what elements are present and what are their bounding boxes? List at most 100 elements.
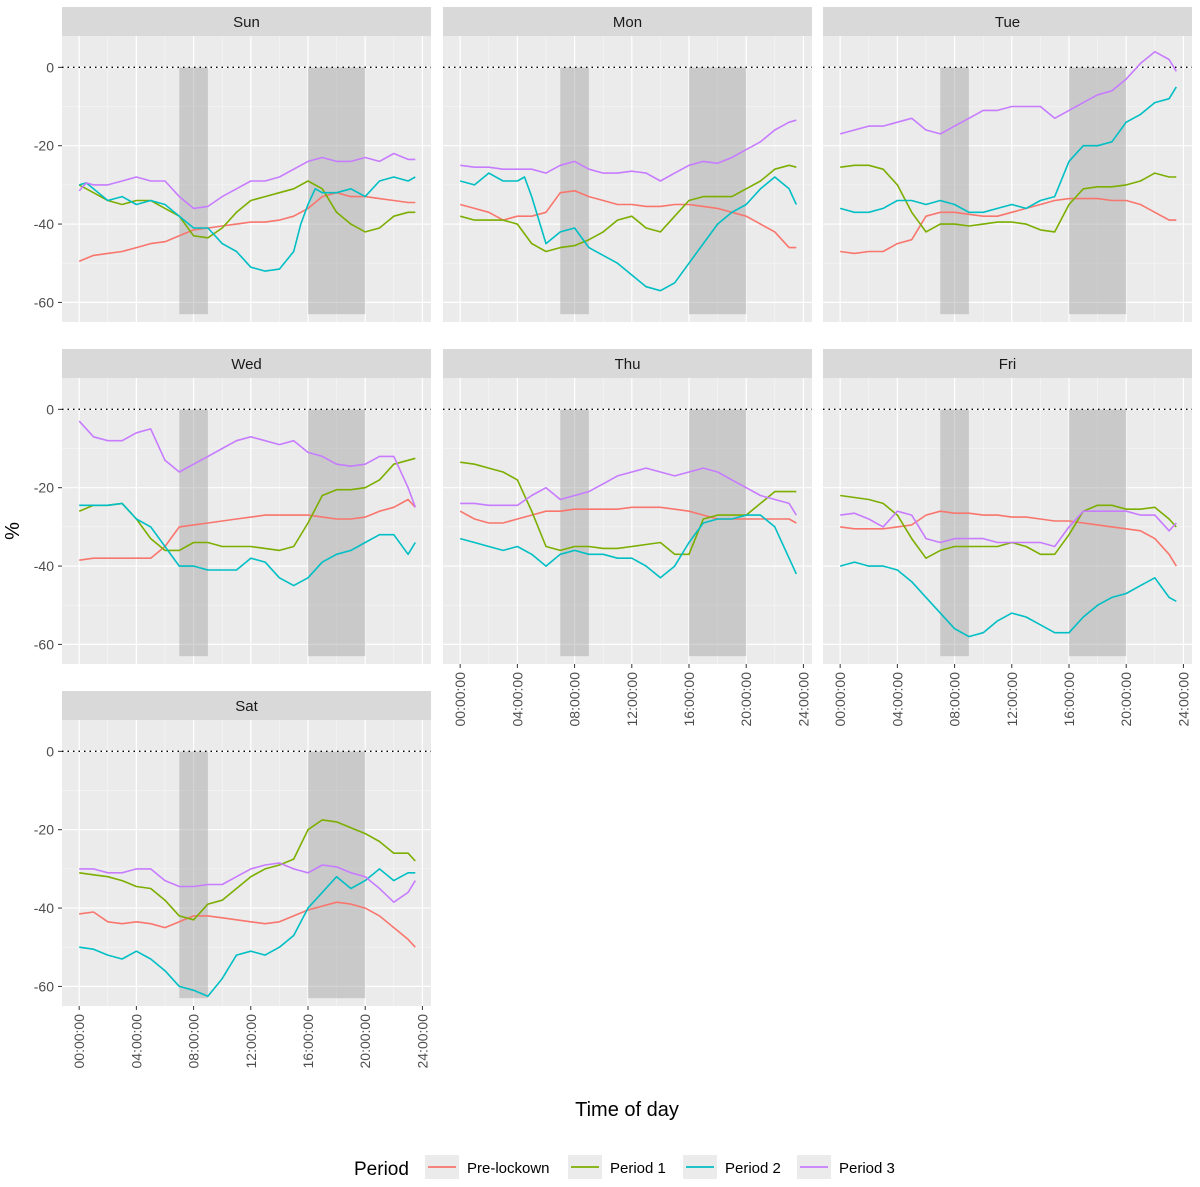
shaded-time-range xyxy=(179,67,208,315)
panel-tue: Tue xyxy=(823,7,1192,322)
panel-wed: Wed 0 -20 -40 -60 xyxy=(34,349,431,664)
y-tick-label: -20 xyxy=(34,480,54,496)
x-tick-label: 24:00:00 xyxy=(414,1014,430,1069)
y-tick-label: -60 xyxy=(34,636,54,652)
panel-background xyxy=(823,378,1192,664)
shaded-time-range xyxy=(308,409,366,657)
series-line-pre-lockown xyxy=(79,498,416,561)
x-tick-label: 12:00:00 xyxy=(624,672,640,727)
panel-strip-label: Thu xyxy=(615,356,641,373)
panel-background xyxy=(62,378,431,664)
panel-strip xyxy=(62,349,431,378)
panel-strip-label: Fri xyxy=(999,356,1017,373)
panel-background xyxy=(823,36,1192,322)
x-tick-label: 12:00:00 xyxy=(243,1014,259,1069)
panel-strip xyxy=(823,7,1192,36)
panel-strip-label: Sat xyxy=(235,698,258,715)
x-tick-label: 04:00:00 xyxy=(889,672,905,727)
series-line-period-1 xyxy=(840,164,1177,233)
legend-title: Period xyxy=(354,1159,409,1180)
shaded-time-range xyxy=(940,67,969,315)
legend-item-period-1: Period 1 xyxy=(568,1155,666,1179)
legend-label: Pre-lockown xyxy=(467,1160,550,1177)
x-tick-label: 00:00:00 xyxy=(452,672,468,727)
x-tick-label: 04:00:00 xyxy=(128,1014,144,1069)
series-line-pre-lockown xyxy=(840,510,1177,567)
series-line-period-3 xyxy=(840,510,1177,548)
series-line-period-2 xyxy=(459,172,798,292)
series-line-period-3 xyxy=(78,420,417,508)
legend-label: Period 3 xyxy=(839,1160,895,1177)
panel-background xyxy=(443,378,812,664)
series-line-pre-lockown xyxy=(79,901,416,948)
shaded-time-range xyxy=(179,409,208,657)
panel-fri: Fri 00:00:00 04:00:00 08:00:00 12:00:00 16:00… xyxy=(823,349,1192,727)
x-tick-label: 12:00:00 xyxy=(1004,672,1020,727)
panel-strip xyxy=(443,349,812,378)
y-tick-label: -40 xyxy=(34,216,54,232)
panel-strip xyxy=(823,349,1192,378)
series-line-pre-lockown xyxy=(840,197,1177,255)
series-line-pre-lockown xyxy=(459,506,797,524)
panel-strip xyxy=(62,691,431,720)
legend-item-pre-lockown: Pre-lockown xyxy=(425,1155,550,1179)
legend-item-period-2: Period 2 xyxy=(683,1155,781,1179)
x-tick-label: 16:00:00 xyxy=(300,1014,316,1069)
x-tick-label: 16:00:00 xyxy=(1061,672,1077,727)
shaded-time-range xyxy=(560,409,589,657)
x-tick-label: 24:00:00 xyxy=(1175,672,1191,727)
x-tick-label: 04:00:00 xyxy=(509,672,525,727)
y-tick-label: 0 xyxy=(46,59,54,75)
series-line-period-1 xyxy=(79,819,416,921)
series-line-period-3 xyxy=(839,50,1177,135)
panel-background xyxy=(62,720,431,1006)
panel-background xyxy=(62,36,431,322)
x-tick-label: 20:00:00 xyxy=(357,1014,373,1069)
series-line-period-3 xyxy=(79,862,416,903)
x-tick-label: 00:00:00 xyxy=(832,672,848,727)
series-line-period-2 xyxy=(839,86,1177,214)
x-tick-label: 20:00:00 xyxy=(738,672,754,727)
series-line-period-1 xyxy=(78,180,416,239)
legend-label: Period 1 xyxy=(610,1160,666,1177)
x-tick-label: 08:00:00 xyxy=(186,1014,202,1069)
panel-strip-label: Mon xyxy=(613,14,642,31)
panel-strip-label: Wed xyxy=(231,356,262,373)
shaded-time-range xyxy=(1069,67,1127,315)
y-tick-label: -60 xyxy=(34,978,54,994)
legend-label: Period 2 xyxy=(725,1160,781,1177)
y-tick-label: -20 xyxy=(34,138,54,154)
y-tick-label: -40 xyxy=(34,900,54,916)
panel-strip xyxy=(62,7,431,36)
shaded-time-range xyxy=(940,409,969,657)
panel-thu: Thu 00:00:00 04:00:00 08:00:00 12:00:00 16:00… xyxy=(443,349,812,727)
series-line-period-2 xyxy=(839,561,1177,638)
series-line-period-3 xyxy=(460,467,797,516)
series-line-period-1 xyxy=(459,164,797,253)
series-line-period-2 xyxy=(459,514,798,579)
x-tick-label: 24:00:00 xyxy=(795,672,811,727)
panel-strip-label: Tue xyxy=(995,14,1020,31)
x-tick-label: 00:00:00 xyxy=(71,1014,87,1069)
y-axis-title: % xyxy=(2,522,24,540)
shaded-time-range xyxy=(689,67,747,315)
x-tick-label: 08:00:00 xyxy=(567,672,583,727)
panel-background xyxy=(443,36,812,322)
shaded-time-range xyxy=(308,67,366,315)
legend: Period Pre-lockown Period 1 Period 2 Period … xyxy=(354,1155,895,1180)
panel-strip-label: Sun xyxy=(233,14,260,31)
panel-sun: Sun 0 -20 -40 -60 xyxy=(34,7,431,322)
series-line-pre-lockown xyxy=(459,190,797,249)
y-tick-label: -60 xyxy=(34,294,54,310)
panel-strip xyxy=(443,7,812,36)
panel-mon: Mon xyxy=(443,7,812,322)
shaded-time-range xyxy=(1069,409,1127,657)
series-line-period-3 xyxy=(460,119,797,182)
x-tick-label: 08:00:00 xyxy=(947,672,963,727)
x-tick-label: 16:00:00 xyxy=(681,672,697,727)
y-tick-label: 0 xyxy=(46,743,54,759)
series-line-period-3 xyxy=(78,152,416,210)
shaded-time-range xyxy=(179,751,208,999)
x-axis-title: Time of day xyxy=(575,1099,679,1121)
